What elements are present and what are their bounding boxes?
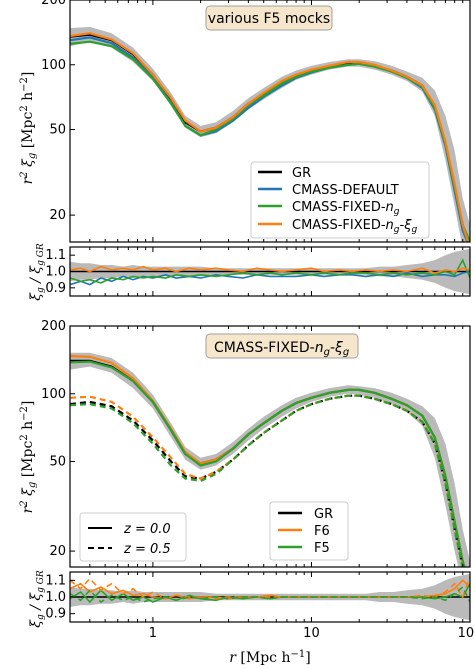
series-line-cmass-fixed-ng: [70, 258, 470, 284]
ytick-label: 200: [41, 319, 66, 334]
tag-bottom: CMASS-FIXED-ng-ξg: [205, 333, 359, 359]
ylabel-top-main: r2 ξg [Mpc2 h−2]: [19, 72, 38, 185]
ytick-label: 50: [49, 455, 66, 470]
series-line-gr-z-0-5: [70, 394, 464, 567]
legend-bottom: GR F6 F5: [269, 501, 349, 561]
svg-text:r2 ξg [Mpc2 h−2]: r2 ξg [Mpc2 h−2]: [19, 72, 38, 185]
ytick-label: 0.9: [45, 281, 66, 296]
plot-area-bottom-ratio: [70, 573, 470, 621]
legend-b-f6: F6: [314, 524, 330, 539]
tag-top-text: various F5 mocks: [208, 11, 330, 27]
legend-z05: z = 0.5: [123, 542, 171, 557]
ytick-label: 200: [41, 0, 66, 8]
series-line-f6-z-0-5: [70, 576, 470, 600]
ytick-label: 1.0: [45, 590, 66, 605]
series-line-cmass-fixed-ng-g: [70, 265, 470, 274]
series-line-f5-z-0-0: [70, 360, 466, 567]
legend-z00: z = 0.0: [123, 522, 171, 537]
series-line-cmass-fixed-ng-g: [70, 32, 470, 242]
legend-cmass-fixed-ng: CMASS-FIXED-ng: [292, 200, 400, 217]
legend-b-gr: GR: [314, 507, 333, 522]
panel-top-main: 20 50 100 200: [41, 0, 471, 243]
ylabel-bottom-ratio: ξg / ξg GR: [28, 570, 46, 628]
ytick-label: 1.1: [45, 573, 66, 588]
svg-text:ξg / ξg GR: ξg / ξg GR: [28, 570, 46, 628]
tag-bottom-text: CMASS-FIXED-ng-ξg: [214, 340, 349, 358]
uncertainty-band: [70, 352, 470, 567]
panel-bottom-main: 20 50 100 200: [41, 319, 471, 568]
axes-frame: [69, 325, 471, 568]
tag-top: various F5 mocks: [205, 5, 333, 31]
ytick-label: 20: [49, 544, 66, 559]
legend-cmass-default: CMASS-DEFAULT: [292, 183, 399, 198]
ylabel-bottom-main: r2 ξg [Mpc2 h−2]: [19, 401, 38, 514]
panel-top-ratio: 0.91.0 1.1: [45, 246, 471, 297]
plot-area-top-ratio: [70, 248, 470, 295]
ytick-label: 20: [49, 208, 66, 223]
plot-area-top-main: [70, 26, 470, 242]
xlabel: r [Mpc h−1]: [229, 649, 310, 666]
xtick-label: 1: [149, 626, 157, 641]
ylabel-top-ratio: ξg / ξg GR: [28, 243, 46, 301]
legend-cmass-fixed-ng-xig: CMASS-FIXED-ng-ξg: [292, 218, 417, 235]
ytick-label: 1.0: [45, 265, 66, 280]
ytick-label: 50: [49, 123, 66, 138]
svg-text:r2 ξg [Mpc2 h−2]: r2 ξg [Mpc2 h−2]: [19, 401, 38, 514]
legend-b-f5: F5: [314, 541, 330, 556]
legend-gr: GR: [292, 166, 311, 181]
ytick-label: 100: [41, 58, 66, 73]
ytick-label: 0.9: [45, 607, 66, 622]
series-line-f5-z-0-5: [70, 585, 470, 604]
panel-bottom-ratio: 0.9 1.0 1.1 1 10 100: [45, 571, 474, 641]
legend-linestyle: z = 0.0 z = 0.5: [79, 512, 187, 562]
series-line-f5-z-0-5: [70, 394, 464, 567]
series-line-cmass-fixed-ng: [70, 40, 470, 242]
axes-frame: [69, 0, 471, 243]
plot-area-bottom-main: [70, 352, 470, 567]
ytick-label: 1.1: [45, 248, 66, 263]
svg-text:r [Mpc h−1]: r [Mpc h−1]: [229, 649, 310, 666]
xtick-label: 100: [458, 626, 474, 641]
svg-text:ξg / ξg GR: ξg / ξg GR: [28, 243, 46, 301]
xtick-label: 10: [303, 626, 320, 641]
legend-top: GR CMASS-DEFAULT CMASS-FIXED-ng CMASS-FI…: [250, 161, 430, 239]
ytick-label: 100: [41, 387, 66, 402]
